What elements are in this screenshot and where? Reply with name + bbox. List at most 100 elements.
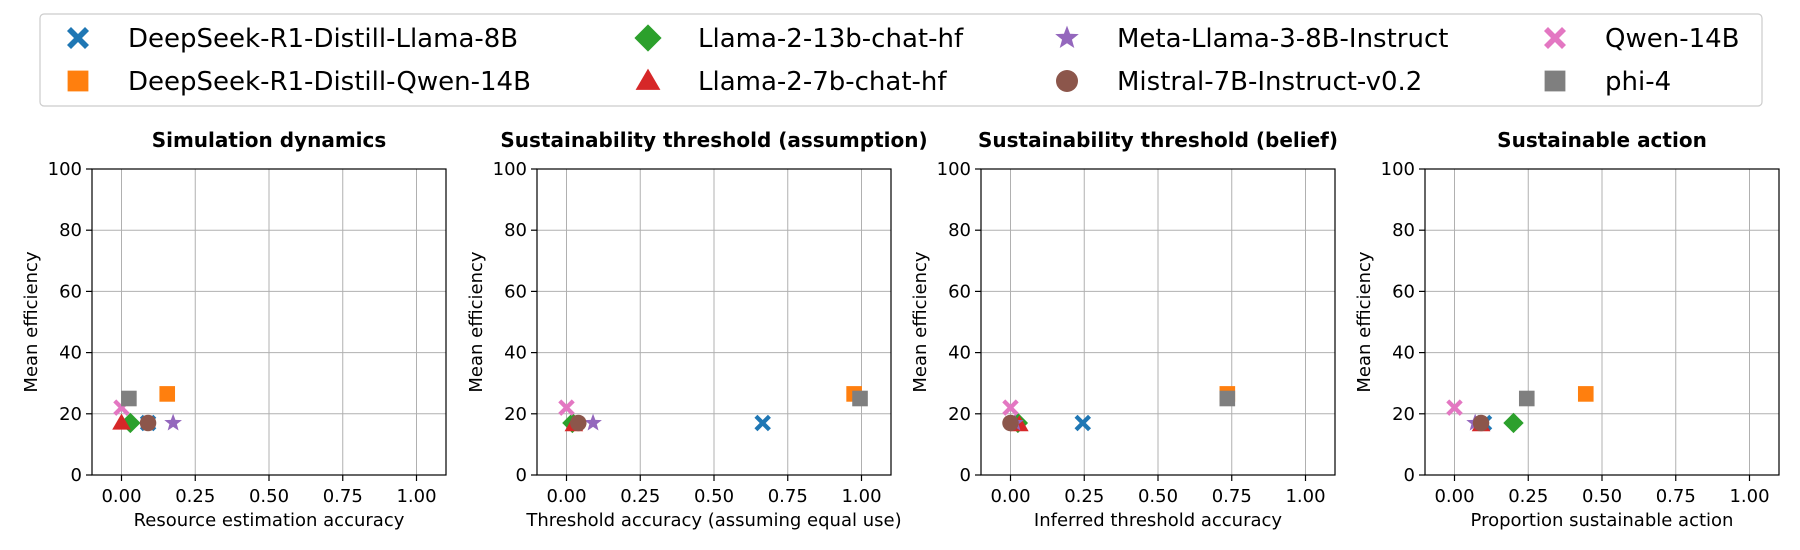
data-point <box>159 386 176 402</box>
chart-panel: 0.00 0.25 0.50 0.75 1.00 0 20 40 60 80 100 Simulati… <box>21 128 447 531</box>
axes-frame <box>91 168 447 476</box>
triangle-marker-icon <box>635 68 661 90</box>
y-tick-label: 100 <box>1381 159 1415 180</box>
y-tick-label: 60 <box>948 281 971 302</box>
y-tick-label: 20 <box>504 404 527 425</box>
x-tick-label: 0.25 <box>1064 486 1104 507</box>
square-marker-icon <box>67 70 89 92</box>
square-marker-icon <box>1518 390 1535 407</box>
legend-label: Mistral-7B-Instruct-v0.2 <box>1117 67 1422 97</box>
chart-panel: 0.00 0.25 0.50 0.75 1.00 0 20 40 60 80 100 Sustaina… <box>910 128 1338 531</box>
y-tick-label: 0 <box>516 465 527 486</box>
x-tick-label: 0.75 <box>323 486 363 507</box>
legend-frame <box>39 13 1763 107</box>
x-tick-label: 0.00 <box>990 486 1030 507</box>
y-tick-label: 20 <box>59 404 82 425</box>
x-marker-icon <box>558 399 575 416</box>
legend-label: DeepSeek-R1-Distill-Qwen-14B <box>128 67 531 97</box>
data-point <box>139 414 157 432</box>
legend-label: Llama-2-13b-chat-hf <box>698 24 964 54</box>
axes-frame <box>980 168 1336 476</box>
x-tick-label: 0.00 <box>546 486 586 507</box>
data-point <box>1446 399 1463 416</box>
axes-frame <box>1424 168 1780 476</box>
legend-item: phi-4 <box>1544 67 1671 97</box>
circle-marker-icon <box>139 414 157 432</box>
y-axis-label: Mean efficiency <box>1354 251 1375 393</box>
chart-title: Sustainability threshold (assumption) <box>500 128 927 152</box>
data-point <box>558 399 575 416</box>
y-axis-label: Mean efficiency <box>910 251 931 393</box>
data-point <box>112 413 131 430</box>
y-tick-label: 20 <box>1392 404 1415 425</box>
square-marker-icon <box>852 390 868 407</box>
y-tick-label: 40 <box>948 343 971 364</box>
x-tick-label: 0.50 <box>694 486 734 507</box>
chart-title: Sustainability threshold (belief) <box>978 128 1338 152</box>
data-point <box>1002 399 1019 416</box>
data-point <box>852 390 868 407</box>
y-tick-label: 80 <box>948 220 971 241</box>
y-tick-label: 40 <box>504 343 527 364</box>
legend-item: Llama-2-13b-chat-hf <box>634 24 964 54</box>
star-marker-icon <box>584 413 602 431</box>
axes-frame <box>536 168 892 476</box>
square-marker-icon <box>1577 386 1594 402</box>
x-tick-label: 0.00 <box>1434 486 1474 507</box>
y-tick-label: 0 <box>1404 465 1415 486</box>
legend-label: Qwen-14B <box>1605 24 1740 54</box>
square-marker-icon <box>159 386 176 402</box>
data-points <box>1002 386 1236 434</box>
legend-label: DeepSeek-R1-Distill-Llama-8B <box>128 24 518 54</box>
x-marker-icon <box>1446 399 1463 416</box>
chart-title: Sustainable action <box>1497 128 1707 152</box>
star-marker-icon <box>1055 25 1079 49</box>
x-tick-label: 0.75 <box>1656 486 1696 507</box>
y-tick-label: 80 <box>59 220 82 241</box>
circle-marker-icon <box>570 414 587 432</box>
x-axis-label: Inferred threshold accuracy <box>1034 510 1282 531</box>
y-tick-label: 60 <box>1392 281 1415 302</box>
legend-item: Llama-2-7b-chat-hf <box>635 67 947 97</box>
data-points <box>558 386 868 434</box>
chart-title: Simulation dynamics <box>152 128 387 152</box>
legend-item: DeepSeek-R1-Distill-Llama-8B <box>67 24 518 54</box>
y-tick-label: 100 <box>48 159 82 180</box>
x-tick-label: 0.00 <box>101 486 141 507</box>
data-point <box>570 414 587 432</box>
y-axis-label: Mean efficiency <box>21 251 42 393</box>
x-tick-label: 1.00 <box>841 486 881 507</box>
data-point <box>1472 414 1490 432</box>
x-marker-icon <box>1544 27 1566 49</box>
y-tick-label: 100 <box>937 159 971 180</box>
x-marker-icon <box>67 27 89 49</box>
x-tick-label: 0.75 <box>768 486 808 507</box>
data-point <box>164 413 182 431</box>
x-marker-icon <box>1002 399 1019 416</box>
x-axis-label: Threshold accuracy (assuming equal use) <box>525 510 901 531</box>
data-point <box>1577 386 1594 402</box>
data-point <box>584 413 602 431</box>
data-point <box>1002 414 1019 432</box>
diamond-marker-icon <box>1503 412 1524 434</box>
square-marker-icon <box>121 390 137 407</box>
x-tick-label: 0.25 <box>175 486 215 507</box>
triangle-marker-icon <box>112 413 131 430</box>
chart-panel: 0.00 0.25 0.50 0.75 1.00 0 20 40 60 80 100 Sustaina… <box>1354 128 1780 531</box>
data-point <box>1074 414 1092 432</box>
y-tick-label: 60 <box>59 281 82 302</box>
y-tick-label: 0 <box>960 465 971 486</box>
data-point <box>1518 390 1535 407</box>
legend-label: phi-4 <box>1605 67 1671 97</box>
circle-marker-icon <box>1472 414 1490 432</box>
data-point <box>1503 412 1524 434</box>
x-tick-label: 0.50 <box>1138 486 1178 507</box>
x-tick-label: 1.00 <box>1729 486 1769 507</box>
square-marker-icon <box>1544 70 1566 92</box>
y-tick-label: 20 <box>948 404 971 425</box>
data-points <box>1446 386 1594 434</box>
square-marker-icon <box>1219 390 1236 407</box>
x-axis-label: Resource estimation accuracy <box>134 510 405 531</box>
y-axis-label: Mean efficiency <box>466 251 487 393</box>
